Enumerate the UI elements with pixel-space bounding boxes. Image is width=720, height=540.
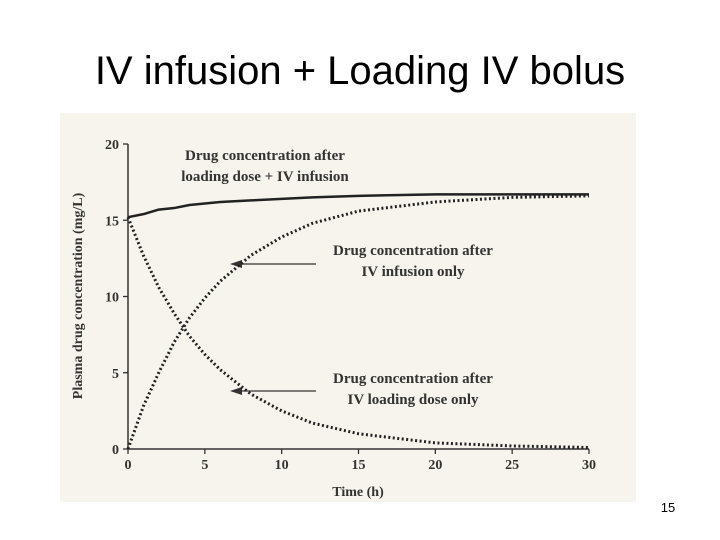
y-axis-label: Plasma drug concentration (mg/L) bbox=[71, 192, 86, 399]
series-line bbox=[126, 216, 590, 449]
y-tick-label: 15 bbox=[105, 214, 119, 229]
y-tick-label: 10 bbox=[105, 291, 119, 306]
annotation: IV infusion only bbox=[361, 264, 465, 280]
x-tick-label: 0 bbox=[125, 458, 132, 473]
annotation: Drug concentration after bbox=[333, 243, 493, 259]
arrow-head bbox=[230, 387, 242, 395]
x-tick-label: 25 bbox=[505, 458, 519, 473]
x-tick-label: 20 bbox=[428, 458, 442, 473]
annotation: loading dose + IV infusion bbox=[181, 169, 349, 185]
slide-title: IV infusion + Loading IV bolus bbox=[95, 49, 625, 93]
annotation: Drug concentration after bbox=[185, 148, 345, 164]
annotation: Drug concentration after bbox=[333, 371, 493, 387]
x-axis-label: Time (h) bbox=[332, 485, 384, 500]
annotation: IV loading dose only bbox=[347, 392, 479, 408]
series-line bbox=[126, 194, 590, 450]
x-tick-label: 30 bbox=[582, 458, 596, 473]
y-tick-label: 5 bbox=[112, 367, 119, 382]
x-tick-label: 10 bbox=[275, 458, 289, 473]
x-tick-label: 15 bbox=[352, 458, 366, 473]
y-tick-label: 0 bbox=[112, 443, 119, 458]
series-line bbox=[127, 193, 589, 219]
x-tick-label: 5 bbox=[201, 458, 208, 473]
chart-background bbox=[60, 113, 636, 502]
page-number: 15 bbox=[661, 500, 675, 515]
y-tick-label: 20 bbox=[105, 138, 119, 153]
